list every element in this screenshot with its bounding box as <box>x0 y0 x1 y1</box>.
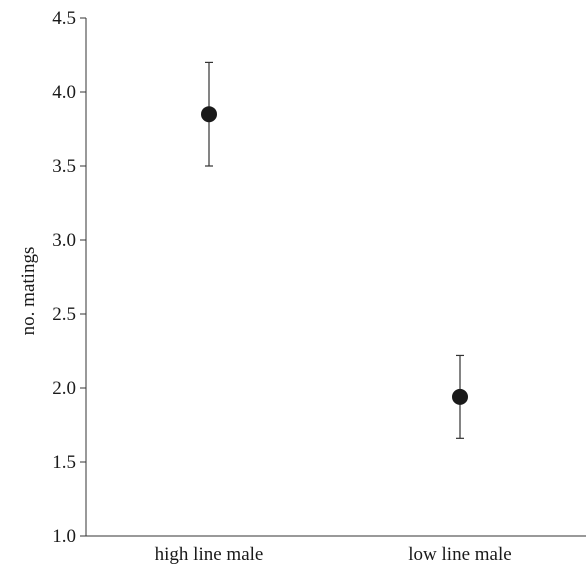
y-tick-label: 3.5 <box>52 156 76 177</box>
y-tick-label: 3.0 <box>52 230 76 251</box>
plot-area <box>201 61 468 439</box>
x-tick-label: low line male <box>408 544 511 565</box>
y-tick-label: 4.0 <box>52 82 76 103</box>
y-axis-title: no. matings <box>18 247 39 336</box>
data-point <box>452 388 468 405</box>
x-axis: high line male low line male <box>86 535 586 565</box>
data-point-group <box>201 61 217 167</box>
y-tick-label: 2.0 <box>52 378 76 399</box>
y-tick-label: 1.5 <box>52 452 76 473</box>
y-axis: 1.0 1.5 2.0 2.5 3.0 3.5 4.0 4.5 <box>52 8 87 547</box>
x-tick-label: high line male <box>155 544 264 565</box>
data-point <box>201 106 217 123</box>
data-point-group <box>452 354 468 439</box>
y-tick-label: 4.5 <box>52 8 76 29</box>
y-tick-label: 1.0 <box>52 526 76 547</box>
y-tick-label: 2.5 <box>52 304 76 325</box>
